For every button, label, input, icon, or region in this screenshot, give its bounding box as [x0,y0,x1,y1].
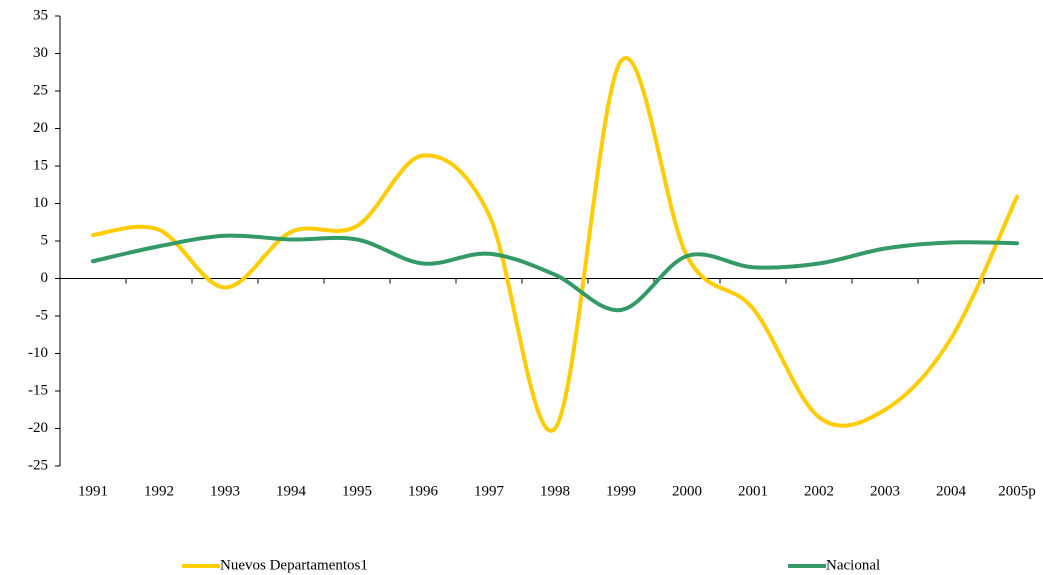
x-tick-label: 1998 [540,483,570,499]
x-tick-label: 1995 [342,483,372,499]
legend-label: Nacional [826,557,880,573]
x-tick-label: 1999 [606,483,636,499]
x-tick-label: 1997 [474,483,505,499]
y-tick-label: 25 [33,82,48,98]
x-tick-label: 2000 [672,483,702,499]
y-tick-label: 35 [33,7,48,23]
y-tick-label: 0 [41,270,49,286]
x-tick-label: 2004 [936,483,967,499]
x-tick-label: 1996 [408,483,439,499]
y-tick-label: -15 [28,382,48,398]
legend-label: Nuevos Departamentos1 [220,557,368,573]
y-tick-label: -10 [28,345,48,361]
x-tick-label: 1994 [276,483,307,499]
y-tick-label: 5 [41,232,49,248]
x-tick-label: 1993 [210,483,240,499]
x-tick-label: 1991 [78,483,108,499]
x-tick-label: 1992 [144,483,174,499]
x-tick-label: 2005p [998,483,1036,499]
y-tick-label: -20 [28,420,48,436]
y-tick-label: -5 [36,307,49,323]
y-tick-label: -25 [28,457,48,473]
y-tick-label: 10 [33,195,48,211]
x-tick-label: 2003 [870,483,900,499]
x-tick-label: 2002 [804,483,834,499]
y-tick-label: 20 [33,120,48,136]
y-tick-label: 15 [33,157,48,173]
series-line [91,233,1019,313]
series-line [91,56,1019,433]
y-tick-label: 30 [33,45,48,61]
x-tick-label: 2001 [738,483,768,499]
